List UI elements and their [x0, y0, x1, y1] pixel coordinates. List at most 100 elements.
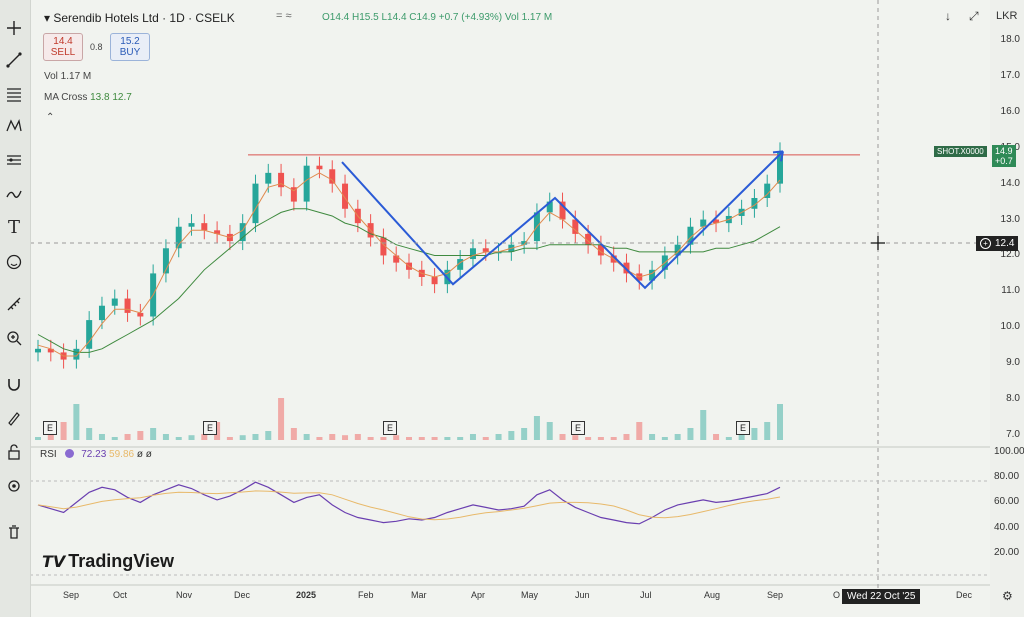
volume-bar: [725, 437, 732, 440]
volume-bar: [111, 437, 118, 440]
earnings-badge[interactable]: E: [43, 421, 57, 435]
trendline-tool-icon[interactable]: [2, 48, 26, 72]
fullscreen-icon[interactable]: ⤢: [969, 9, 979, 23]
text-tool-icon[interactable]: T: [7, 216, 20, 238]
ruler-tool-icon[interactable]: [2, 292, 26, 316]
earnings-badge[interactable]: E: [736, 421, 750, 435]
scroll-down-icon[interactable]: ↓: [945, 9, 951, 23]
candle-body: [469, 248, 476, 260]
volume-bar: [777, 404, 783, 440]
time-axis-label: Jul: [640, 590, 652, 600]
earnings-badge[interactable]: E: [571, 421, 585, 435]
tradingview-logo-icon: 𝙏𝙑: [42, 554, 66, 571]
volume-layer: [35, 398, 783, 440]
emoji-tool-icon[interactable]: [2, 250, 26, 274]
candle-body: [329, 169, 336, 184]
candle-body: [585, 233, 592, 245]
volume-bar: [764, 422, 771, 440]
earnings-badge[interactable]: E: [203, 421, 217, 435]
candle-body: [546, 201, 553, 213]
candle-body: [303, 165, 310, 202]
candle-body: [175, 226, 182, 249]
candle-body: [124, 298, 131, 313]
rsi-line: [37, 481, 781, 525]
ma-fast-line: [37, 172, 781, 357]
zoom-tool-icon[interactable]: [2, 326, 26, 350]
volume-bar: [418, 437, 425, 440]
volume-legend[interactable]: Vol 1.17 M: [44, 71, 92, 82]
ohlc-readout: O14.4 H15.5 L14.4 C14.9 +0.7 (+4.93%) Vo…: [322, 12, 553, 23]
candle-body: [559, 201, 566, 220]
pattern-tool-icon[interactable]: [2, 114, 26, 138]
time-axis-label: O: [833, 590, 841, 600]
volume-bar: [98, 434, 105, 440]
brush-tool-icon[interactable]: [2, 182, 26, 206]
fib-tool-icon[interactable]: [2, 82, 26, 106]
buy-button[interactable]: 15.2 BUY: [110, 33, 150, 61]
time-axis-label: Feb: [358, 590, 374, 600]
compare-icon[interactable]: = ≈: [276, 10, 292, 22]
volume-bar: [73, 404, 80, 440]
volume-bar: [713, 434, 720, 440]
crosshair-tool-icon[interactable]: [2, 16, 26, 40]
plus-circle-icon[interactable]: +: [980, 238, 991, 249]
symbol-title[interactable]: ▾ Serendib Hotels Ltd · 1D · CSELK: [44, 11, 235, 25]
trash-tool-icon[interactable]: [2, 520, 26, 544]
volume-bar: [508, 431, 515, 440]
lock-tool-icon[interactable]: [2, 440, 26, 464]
volume-bar: [252, 434, 259, 440]
sell-button[interactable]: 14.4 SELL: [43, 33, 83, 61]
stay-drawing-tool-icon[interactable]: [2, 406, 26, 430]
price-axis-label: 17.0: [1000, 69, 1020, 81]
volume-bar: [546, 422, 553, 440]
collapse-legend-icon[interactable]: ⌃: [46, 112, 55, 123]
symbol-tag: SHOT.X0000: [934, 146, 987, 157]
rsi-axis-label: 20.00: [994, 546, 1020, 558]
volume-bar: [124, 434, 131, 440]
volume-bar: [738, 434, 745, 440]
current-change: +0.7: [995, 156, 1013, 166]
chevron-down-icon[interactable]: ▾: [44, 11, 54, 25]
candle-body: [521, 241, 528, 245]
volume-bar: [751, 428, 758, 440]
rsi-axis-label: 40.00: [994, 521, 1020, 533]
candle-body: [495, 251, 502, 254]
candle-body: [777, 151, 783, 184]
volume-bar: [329, 434, 336, 440]
rsi-settings-icon[interactable]: [65, 449, 75, 458]
candle-body: [278, 172, 285, 188]
candle-body: [137, 312, 144, 317]
time-axis-label: Oct: [113, 590, 128, 600]
rsi-axis-label: 80.00: [994, 471, 1020, 483]
settings-gear-icon[interactable]: ⚙: [1002, 589, 1013, 603]
volume-bar: [226, 437, 233, 440]
candle-body: [290, 187, 297, 202]
magnet-tool-icon[interactable]: [2, 372, 26, 396]
rsi-axis-label: 100.00: [994, 446, 1024, 457]
current-price: 14.9: [995, 146, 1013, 156]
volume-bar: [431, 437, 438, 440]
ma-cross-legend[interactable]: MA Cross 13.8 12.7: [44, 92, 132, 103]
volume-bar: [444, 437, 451, 440]
volume-bar: [700, 410, 707, 440]
volume-bar: [367, 437, 374, 440]
volume-bar: [316, 437, 323, 440]
prediction-tool-icon[interactable]: [2, 148, 26, 172]
candle-body: [239, 223, 246, 242]
rsi-legend[interactable]: RSI 72.23 59.86 ø ø: [40, 449, 152, 460]
candle-body: [751, 198, 758, 209]
earnings-badge[interactable]: E: [383, 421, 397, 435]
price-axis-label: 18.0: [1000, 34, 1020, 45]
watermark-text: TradingView: [68, 551, 174, 571]
buy-price: 15.2: [120, 36, 140, 47]
drawing-toolbar: T: [0, 0, 31, 617]
candle-body: [713, 219, 720, 224]
w-pattern-drawing[interactable]: [341, 150, 784, 290]
eye-tool-icon[interactable]: [2, 474, 26, 498]
candle-body: [482, 248, 489, 252]
volume-bar: [47, 434, 54, 440]
volume-bar: [137, 431, 144, 440]
volume-bar: [457, 437, 464, 440]
price-axis-label: 12.0: [1000, 249, 1020, 261]
